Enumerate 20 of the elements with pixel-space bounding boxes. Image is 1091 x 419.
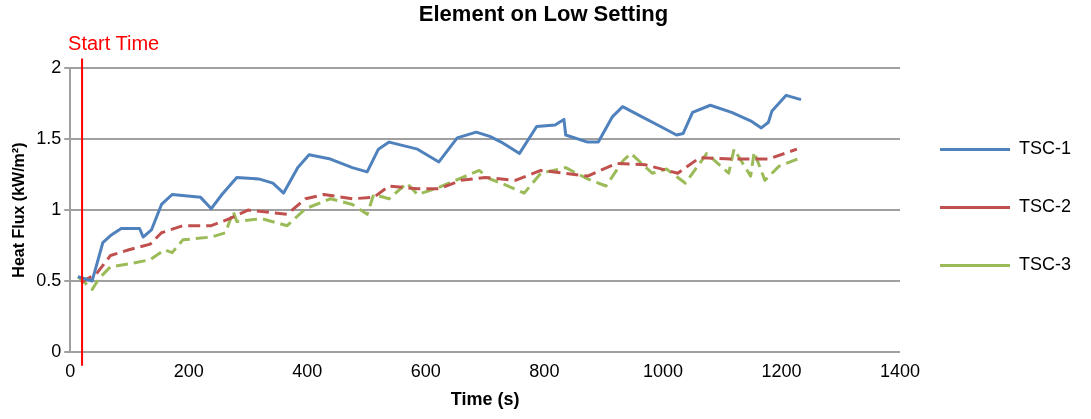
ref-line-label: Start Time	[68, 31, 160, 54]
y-tick-label: 2	[51, 57, 62, 78]
chart-title: Element on Low Setting	[418, 1, 669, 27]
y-axis-title: Heat Flux (kW/m²)	[10, 142, 28, 278]
x-tick-label: 400	[292, 360, 323, 381]
x-tick-label: 600	[410, 360, 441, 381]
x-tick-label: 200	[173, 360, 204, 381]
legend-label: TSC-3	[1019, 254, 1072, 275]
x-tick-label: 1000	[642, 360, 683, 381]
x-axis-title: Time (s)	[450, 389, 520, 410]
y-tick-label: 1.5	[36, 128, 62, 149]
legend-label: TSC-2	[1019, 196, 1072, 217]
x-tick-label: 0	[65, 360, 76, 381]
x-tick-label: 1400	[879, 360, 921, 381]
y-tick-label: 1	[51, 199, 62, 220]
x-tick-label: 1200	[761, 360, 802, 381]
y-tick-label: 0	[51, 340, 62, 361]
legend-label: TSC-1	[1019, 138, 1072, 159]
y-tick-label: 0.5	[36, 269, 62, 290]
x-tick-label: 800	[529, 360, 560, 381]
